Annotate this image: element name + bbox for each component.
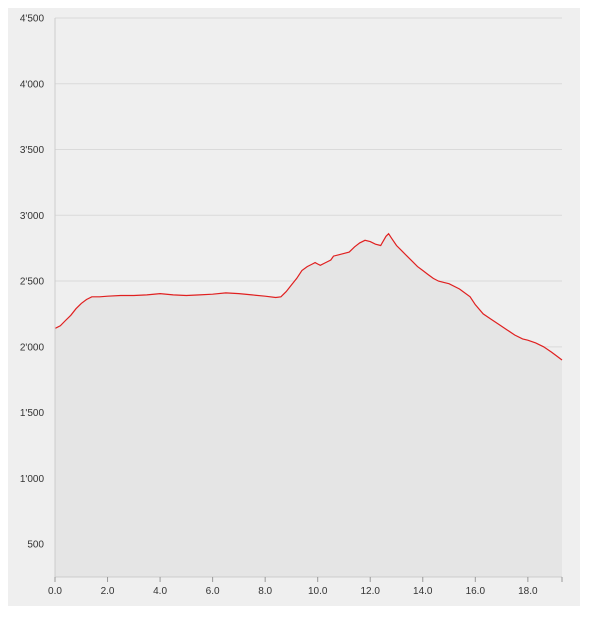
axes [54, 18, 563, 582]
x-tick-label-2: 4.0 [153, 586, 167, 597]
x-tick-label-4: 8.0 [258, 586, 272, 597]
y-tick-label-1: 1'000 [20, 474, 45, 485]
y-tick-label-4: 2'500 [20, 277, 45, 288]
tick-labels: 500 1'000 1'500 2'000 2'500 3'000 3'500 4'000 4'… [20, 14, 538, 598]
x-tick-label-9: 18.0 [518, 586, 538, 597]
elevation-area-fill [55, 233, 562, 577]
x-tick-label-7: 14.0 [413, 586, 433, 597]
y-tick-label-3: 2'000 [20, 342, 45, 353]
x-tick-label-5: 10.0 [308, 586, 328, 597]
x-tick-label-6: 12.0 [360, 586, 380, 597]
y-tick-label-6: 3'500 [20, 145, 45, 156]
y-tick-label-0: 500 [27, 540, 44, 551]
y-tick-label-5: 3'000 [20, 211, 45, 222]
y-tick-label-7: 4'000 [20, 79, 45, 90]
x-tick-label-0: 0.0 [48, 586, 62, 597]
y-tick-label-2: 1'500 [20, 408, 45, 419]
x-tick-label-1: 2.0 [101, 586, 115, 597]
elevation-line [54, 232, 563, 361]
x-tick-label-8: 16.0 [466, 586, 486, 597]
x-tick-label-3: 6.0 [206, 586, 220, 597]
y-tick-label-8: 4'500 [20, 14, 45, 25]
